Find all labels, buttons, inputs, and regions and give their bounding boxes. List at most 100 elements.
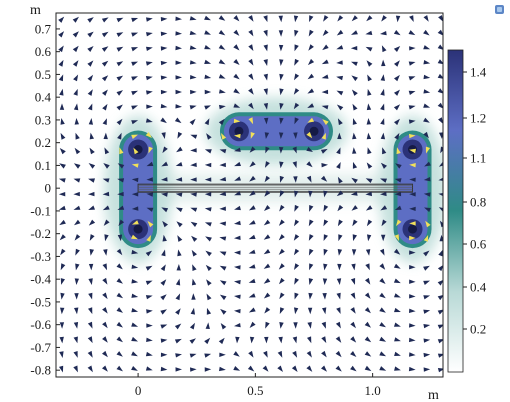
- field-arrow: [293, 176, 298, 183]
- field-arrow: [379, 322, 386, 328]
- field-arrow: [191, 278, 197, 286]
- field-arrow: [88, 205, 95, 210]
- field-arrow: [131, 47, 139, 52]
- field-arrow: [263, 73, 268, 81]
- field-arrow: [367, 147, 372, 155]
- field-arrow: [409, 279, 416, 284]
- field-arrow: [116, 90, 123, 96]
- field-arrow: [160, 103, 168, 109]
- field-arrow: [234, 205, 241, 211]
- colorbar-bar: [447, 49, 464, 373]
- field-arrow: [352, 161, 358, 169]
- field-arrow: [423, 15, 429, 22]
- field-arrow: [131, 322, 139, 327]
- field-arrow: [308, 44, 314, 51]
- field-arrow: [145, 366, 153, 371]
- field-arrow: [104, 234, 109, 242]
- field-arrow: [145, 280, 153, 285]
- field-arrow: [306, 161, 313, 168]
- field-arrow: [73, 178, 81, 183]
- field-arrow: [162, 146, 168, 154]
- field-arrow: [336, 75, 343, 81]
- field-arrow: [379, 248, 385, 256]
- field-arrow: [423, 265, 430, 271]
- field-arrow: [162, 220, 168, 228]
- field-arrow: [87, 60, 94, 67]
- field-arrow: [307, 73, 315, 80]
- field-arrow: [336, 190, 344, 197]
- field-arrow: [351, 177, 358, 184]
- field-arrow: [308, 29, 314, 37]
- field-arrow: [131, 120, 139, 125]
- field-arrow: [146, 235, 151, 242]
- field-arrow: [131, 90, 138, 96]
- field-arrow: [219, 280, 227, 286]
- field-arrow: [352, 147, 357, 154]
- y-tick-label: -0.6: [30, 317, 51, 332]
- field-arrow: [175, 353, 182, 358]
- field-arrow: [279, 292, 285, 300]
- field-arrow: [379, 336, 387, 342]
- field-arrow: [336, 307, 341, 314]
- field-arrow: [87, 321, 93, 329]
- field-arrow: [59, 88, 64, 96]
- field-arrow: [204, 337, 211, 345]
- field-arrow: [279, 73, 284, 81]
- field-arrow: [393, 104, 401, 111]
- field-arrow: [189, 353, 197, 358]
- field-arrow: [88, 178, 95, 183]
- field-arrow: [409, 163, 416, 168]
- field-arrow: [59, 322, 65, 329]
- field-arrow: [175, 75, 182, 80]
- field-arrow: [131, 336, 138, 342]
- colorbar-tick-label: 1.4: [470, 65, 487, 80]
- field-arrow: [219, 206, 226, 211]
- field-arrow: [364, 321, 371, 328]
- field-arrow: [350, 46, 358, 51]
- field-arrow: [321, 132, 326, 140]
- field-arrow: [219, 352, 226, 357]
- field-arrow: [75, 248, 80, 256]
- field-arrow: [439, 132, 443, 139]
- field-arrow: [263, 263, 271, 269]
- field-arrow: [58, 205, 66, 210]
- field-arrow: [87, 350, 93, 358]
- field-arrow: [73, 365, 78, 373]
- field-arrow: [323, 15, 329, 22]
- field-arrow: [308, 234, 314, 241]
- field-arrow: [394, 293, 401, 298]
- field-arrow: [145, 351, 153, 357]
- field-arrow: [74, 147, 81, 155]
- field-arrow: [206, 133, 212, 140]
- field-arrow: [380, 118, 385, 125]
- field-arrow: [292, 350, 298, 358]
- field-arrow: [366, 219, 373, 227]
- field-arrow: [131, 17, 139, 23]
- field-arrow: [351, 75, 358, 82]
- field-arrow: [233, 118, 241, 124]
- field-arrow: [189, 16, 197, 21]
- field-arrow: [438, 15, 443, 22]
- field-arrow: [379, 307, 386, 313]
- field-arrow: [440, 146, 443, 154]
- field-arrow: [306, 146, 313, 152]
- field-arrow: [380, 162, 387, 169]
- field-arrow: [351, 30, 358, 35]
- field-arrow: [380, 88, 385, 96]
- field-arrow: [395, 163, 402, 169]
- field-arrow: [423, 280, 430, 285]
- field-arrow: [437, 265, 443, 272]
- field-arrow: [116, 365, 123, 372]
- field-arrow: [380, 178, 387, 183]
- field-arrow: [423, 235, 429, 242]
- field-arrow: [175, 177, 183, 182]
- field-arrow: [233, 73, 240, 80]
- field-arrow: [162, 234, 167, 242]
- field-arrow: [160, 89, 168, 95]
- field-arrow: [409, 265, 416, 270]
- field-arrow: [219, 149, 227, 154]
- field-arrow: [408, 366, 416, 372]
- field-arrow: [279, 175, 284, 183]
- field-arrow: [379, 263, 386, 270]
